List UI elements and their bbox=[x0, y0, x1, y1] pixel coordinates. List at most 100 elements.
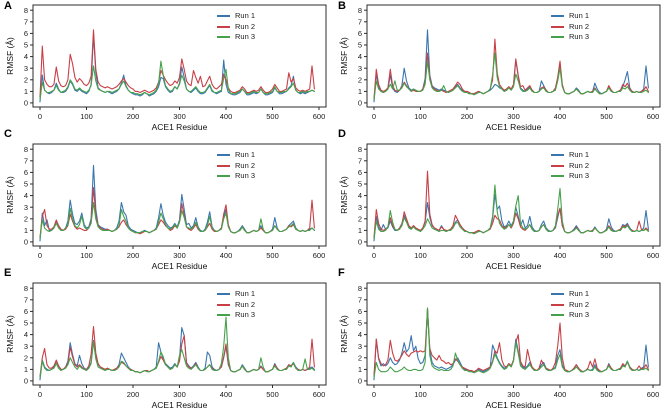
legend-label: Run 2 bbox=[569, 21, 590, 31]
legend-item: Run 3 bbox=[551, 311, 589, 319]
legend-item: Run 2 bbox=[551, 299, 590, 309]
legend-line-swatch bbox=[217, 15, 230, 17]
legend-item: Run 1 bbox=[217, 12, 255, 20]
run-3-line bbox=[373, 52, 649, 101]
x-axis-title: ACE1 Residue bbox=[486, 261, 542, 271]
legend-item: Run 1 bbox=[217, 290, 255, 298]
run-3-line bbox=[373, 184, 649, 240]
legend-item: Run 3 bbox=[551, 33, 589, 41]
x-tick-label: 500 bbox=[600, 390, 613, 399]
x-axis-title: ACE1 Residue bbox=[152, 400, 208, 410]
x-axis-title: ACE1 Residue bbox=[152, 122, 208, 132]
legend-item: Run 3 bbox=[217, 33, 255, 41]
y-tick-label: 1 bbox=[358, 365, 362, 374]
y-tick-label: 7 bbox=[358, 156, 362, 165]
x-axis-title: ACE1 Residue bbox=[486, 122, 542, 132]
legend-line-swatch bbox=[551, 293, 564, 295]
legend-item: Run 2 bbox=[551, 160, 590, 170]
x-tick-label: 200 bbox=[127, 390, 140, 399]
panel-c-legend: Run 1 Run 2 Run 3 bbox=[217, 151, 255, 180]
y-axis-title: RMSF (Å) bbox=[5, 37, 15, 75]
legend-line-swatch bbox=[551, 175, 564, 177]
x-tick-label: 100 bbox=[414, 112, 427, 121]
legend-line-swatch bbox=[551, 36, 564, 38]
x-tick-label: 600 bbox=[647, 251, 660, 260]
y-tick-label: 1 bbox=[24, 87, 28, 96]
run-3-line bbox=[39, 201, 315, 240]
x-tick-label: 200 bbox=[461, 112, 474, 121]
legend-label: Run 3 bbox=[569, 171, 590, 180]
legend-label: Run 2 bbox=[569, 299, 590, 309]
legend-item: Run 1 bbox=[551, 12, 589, 20]
legend-line-swatch bbox=[551, 154, 564, 156]
panel-c-label: C bbox=[4, 128, 12, 140]
legend-label: Run 1 bbox=[235, 11, 256, 20]
legend-line-swatch bbox=[551, 25, 564, 28]
panel-d-label: D bbox=[338, 128, 346, 140]
legend-line-swatch bbox=[217, 314, 230, 316]
panel-e-chart: 0 1 2 3 4 5 6 7 8 0 100 200 300 400 500 600 RMSF (Å) ACE1… bbox=[5, 282, 327, 410]
panel-e-label: E bbox=[4, 267, 12, 279]
y-tick-label: 4 bbox=[358, 52, 362, 61]
x-tick-label: 400 bbox=[554, 390, 567, 399]
x-tick-label: 300 bbox=[173, 251, 186, 260]
y-tick-label: 5 bbox=[24, 180, 28, 189]
panel-f: 0 1 2 3 4 5 6 7 8 0 100 200 300 400 500 600 RMSF (Å) ACE1… bbox=[334, 268, 669, 418]
legend-line-swatch bbox=[217, 36, 230, 38]
legend-item: Run 1 bbox=[217, 151, 255, 159]
y-tick-label: 7 bbox=[358, 17, 362, 26]
y-tick-label: 3 bbox=[358, 203, 362, 212]
y-tick-label: 8 bbox=[358, 284, 362, 293]
plot-border bbox=[366, 282, 661, 386]
y-tick-label: 6 bbox=[358, 29, 362, 38]
x-tick-label: 300 bbox=[507, 112, 520, 121]
y-tick-label: 5 bbox=[24, 319, 28, 328]
y-tick-label: 0 bbox=[358, 377, 362, 386]
legend-label: Run 3 bbox=[235, 310, 256, 319]
y-tick-label: 6 bbox=[358, 168, 362, 177]
y-tick-label: 2 bbox=[24, 75, 28, 84]
y-axis-title: RMSF (Å) bbox=[339, 315, 349, 353]
legend-line-swatch bbox=[217, 293, 230, 295]
plot-border bbox=[32, 143, 327, 247]
legend-line-swatch bbox=[551, 15, 564, 17]
x-tick-label: 0 bbox=[372, 390, 376, 399]
panel-e-legend: Run 1 Run 2 Run 3 bbox=[217, 290, 255, 319]
legend-label: Run 1 bbox=[235, 289, 256, 298]
legend-item: Run 2 bbox=[217, 22, 255, 31]
y-axis-title: RMSF (Å) bbox=[5, 176, 15, 214]
y-tick-label: 8 bbox=[24, 284, 28, 293]
legend-item: Run 2 bbox=[551, 21, 590, 31]
x-tick-label: 200 bbox=[127, 251, 140, 260]
panel-d: 0 1 2 3 4 5 6 7 8 0 100 200 300 400 500 600 RMSF (Å) ACE1… bbox=[334, 129, 669, 278]
legend-label: Run 2 bbox=[569, 160, 590, 170]
legend-label: Run 1 bbox=[569, 289, 590, 298]
legend-item: Run 1 bbox=[551, 151, 589, 159]
y-tick-label: 4 bbox=[24, 52, 28, 61]
y-tick-label: 7 bbox=[24, 295, 28, 304]
panel-a-chart: 0 1 2 3 4 5 6 7 8 0 100 200 300 400 500 600 RMSF (Å) ACE1… bbox=[5, 4, 327, 132]
run-1-line bbox=[39, 327, 315, 381]
y-axis-title: RMSF (Å) bbox=[339, 37, 349, 75]
x-tick-label: 500 bbox=[600, 251, 613, 260]
run-2-line bbox=[39, 29, 315, 98]
y-tick-label: 4 bbox=[24, 330, 28, 339]
legend-label: Run 3 bbox=[235, 171, 256, 180]
panel-f-label: F bbox=[338, 267, 345, 279]
y-tick-label: 1 bbox=[358, 226, 362, 235]
y-tick-label: 7 bbox=[358, 295, 362, 304]
y-tick-label: 3 bbox=[24, 342, 28, 351]
y-tick-label: 7 bbox=[24, 17, 28, 26]
panel-c-chart: 0 1 2 3 4 5 6 7 8 0 100 200 300 400 500 600 RMSF (Å) ACE1… bbox=[5, 143, 327, 271]
y-tick-label: 3 bbox=[24, 64, 28, 73]
legend-item: Run 1 bbox=[551, 290, 589, 298]
x-tick-label: 500 bbox=[600, 112, 613, 121]
x-tick-label: 200 bbox=[461, 251, 474, 260]
y-tick-label: 1 bbox=[24, 365, 28, 374]
x-tick-label: 100 bbox=[414, 251, 427, 260]
run-1-line bbox=[39, 34, 315, 103]
y-tick-label: 4 bbox=[358, 330, 362, 339]
y-tick-label: 5 bbox=[24, 41, 28, 50]
legend-item: Run 2 bbox=[217, 161, 255, 170]
